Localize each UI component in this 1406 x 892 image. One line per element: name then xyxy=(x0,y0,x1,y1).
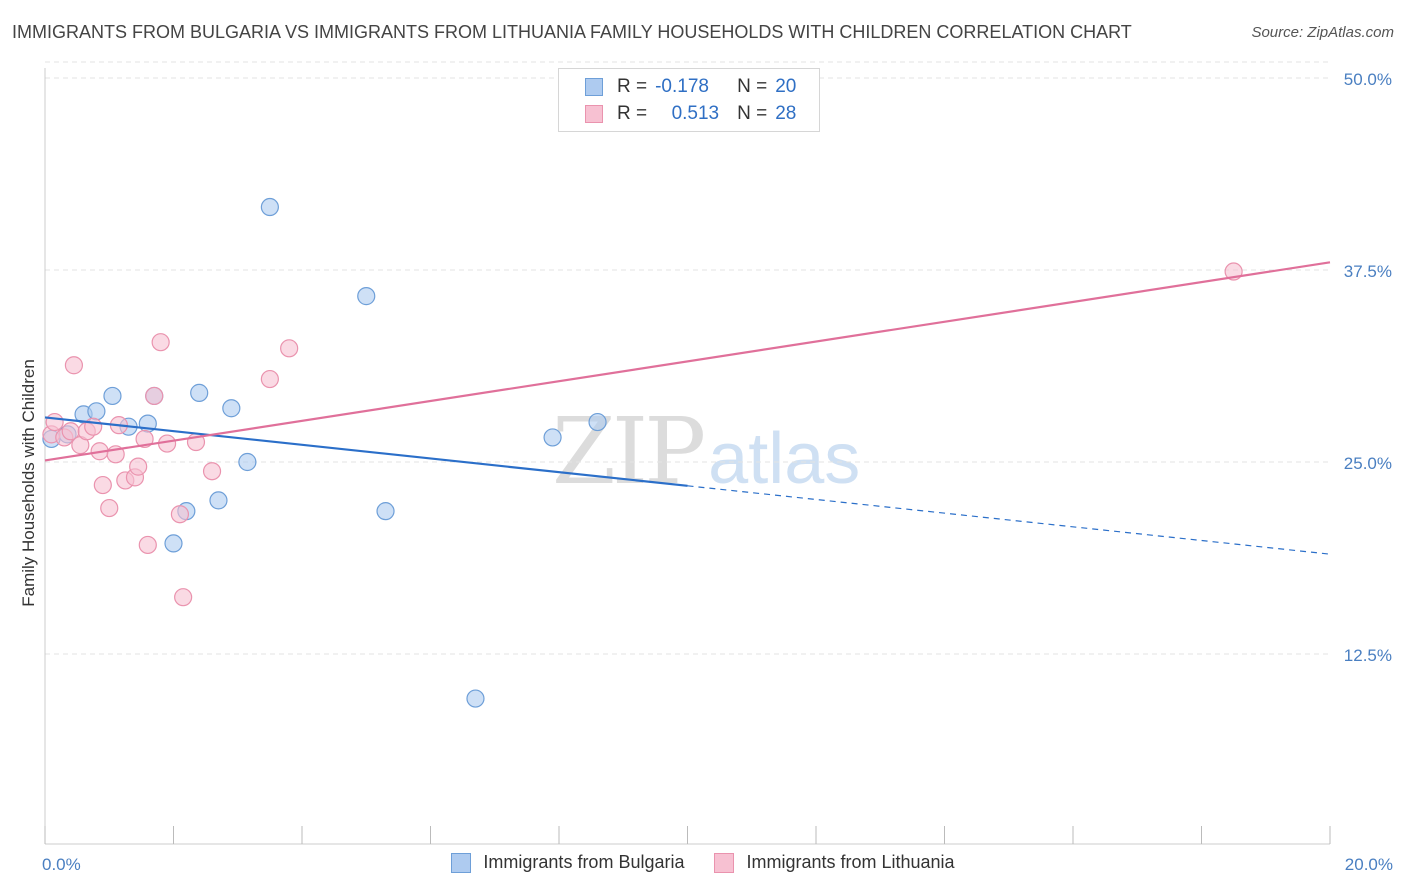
y-axis-label: Family Households with Children xyxy=(19,359,38,607)
data-point-lithuania xyxy=(138,535,157,555)
y-tick-label: 25.0% xyxy=(1344,454,1392,473)
data-point-bulgaria xyxy=(466,689,485,708)
legend-n-value: 20 xyxy=(775,76,797,97)
legend-r-label: R = xyxy=(617,103,648,124)
data-point-lithuania xyxy=(145,386,164,406)
correlation-legend: R = -0.178 N = 20 R = 0.513 N = 28 xyxy=(558,68,820,132)
data-point-lithuania xyxy=(45,412,64,432)
legend-n-value: 28 xyxy=(775,103,797,124)
legend-n-label: N = xyxy=(737,103,768,124)
data-point-bulgaria xyxy=(222,399,241,418)
y-tick-label: 12.5% xyxy=(1344,646,1392,665)
legend-row-bulgaria: R = -0.178 N = 20 xyxy=(585,73,796,101)
data-point-bulgaria xyxy=(164,534,183,553)
legend-r-value: 0.513 xyxy=(671,103,720,124)
legend-n-label: N = xyxy=(737,76,768,97)
data-point-bulgaria xyxy=(209,491,228,510)
y-tick-label: 50.0% xyxy=(1344,70,1392,89)
legend-swatch-lithuania xyxy=(585,105,603,123)
trend-line-extension-bulgaria xyxy=(687,485,1331,555)
legend-row-lithuania: R = 0.513 N = 28 xyxy=(585,100,796,128)
data-point-lithuania xyxy=(151,333,170,352)
series-swatch-bulgaria xyxy=(451,852,472,873)
series-legend-label: Immigrants from Lithuania xyxy=(746,852,955,872)
series-legend-label: Immigrants from Bulgaria xyxy=(483,852,685,872)
data-point-bulgaria xyxy=(357,287,376,306)
data-point-bulgaria xyxy=(238,452,257,472)
series-swatch-lithuania xyxy=(714,852,735,873)
data-point-bulgaria xyxy=(376,502,395,521)
data-point-lithuania xyxy=(280,339,299,358)
legend-swatch-bulgaria xyxy=(585,78,603,96)
data-point-bulgaria xyxy=(260,197,279,217)
series-legend: Immigrants from Bulgaria Immigrants from… xyxy=(0,852,1406,873)
data-point-lithuania xyxy=(170,505,190,524)
data-point-lithuania xyxy=(202,462,222,481)
legend-r-value: -0.178 xyxy=(655,76,709,97)
data-point-bulgaria xyxy=(588,412,607,432)
legend-r-label: R = xyxy=(617,76,648,97)
series-legend-bulgaria: Immigrants from Bulgaria xyxy=(451,852,684,873)
data-point-bulgaria xyxy=(87,402,106,421)
data-point-lithuania xyxy=(93,475,112,495)
data-point-bulgaria xyxy=(103,386,122,406)
trend-line-bulgaria xyxy=(44,416,688,487)
data-point-lithuania xyxy=(64,356,84,375)
x-tick-label: 20.0% xyxy=(1345,855,1393,874)
data-point-lithuania xyxy=(135,429,154,449)
data-point-lithuania xyxy=(129,457,148,476)
data-point-lithuania xyxy=(84,417,103,436)
source-credit: Source: ZipAtlas.com xyxy=(1251,24,1394,41)
data-point-bulgaria xyxy=(190,383,209,402)
data-point-lithuania xyxy=(260,369,279,389)
data-point-lithuania xyxy=(100,498,119,518)
trend-line-lithuania xyxy=(44,261,1331,462)
y-tick-label: 37.5% xyxy=(1344,262,1392,281)
series-legend-lithuania: Immigrants from Lithuania xyxy=(714,852,955,873)
chart-title: IMMIGRANTS FROM BULGARIA VS IMMIGRANTS F… xyxy=(12,22,1132,42)
x-tick-label: 0.0% xyxy=(42,855,81,874)
data-point-bulgaria xyxy=(543,428,562,447)
data-point-lithuania xyxy=(174,588,193,607)
